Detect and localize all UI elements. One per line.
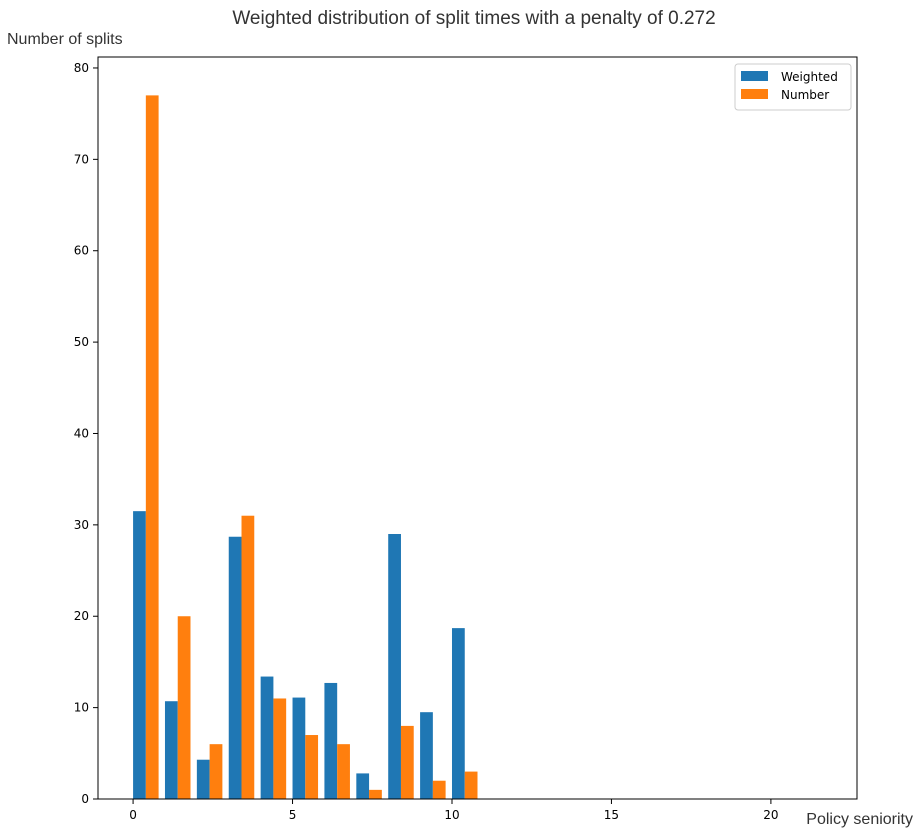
- x-tick-label: 20: [763, 808, 778, 822]
- y-tick-label: 70: [74, 152, 89, 166]
- chart-title: Weighted distribution of split times wit…: [232, 8, 715, 29]
- y-tick-label: 50: [74, 335, 89, 349]
- y-tick-label: 10: [74, 701, 89, 715]
- bar-weighted-1: [164, 701, 178, 799]
- bars-group: [133, 95, 478, 799]
- bar-number-10: [464, 771, 478, 799]
- x-tick-label: 0: [129, 808, 137, 822]
- y-tick-label: 40: [74, 426, 89, 440]
- axes-group: 0 5 10 15 20 0 10 20 30 40 50 60 70 80: [74, 56, 858, 822]
- bar-number-0: [145, 95, 159, 799]
- bar-number-5: [305, 735, 319, 799]
- bar-number-9: [432, 780, 446, 799]
- plot-frame: [97, 56, 858, 800]
- bar-weighted-6: [324, 682, 338, 799]
- legend: Weighted Number: [734, 63, 852, 111]
- y-tick-label: 80: [74, 61, 89, 75]
- y-tick-label: 60: [74, 244, 89, 258]
- bar-weighted-0: [133, 511, 146, 799]
- bar-weighted-7: [356, 773, 370, 799]
- bar-weighted-8: [388, 534, 401, 799]
- y-axis-label: Number of splits: [7, 31, 123, 48]
- bar-number-3: [241, 515, 255, 799]
- bar-number-4: [273, 698, 287, 799]
- bar-weighted-2: [196, 759, 210, 799]
- bar-weighted-5: [292, 697, 306, 799]
- legend-label-weighted: Weighted: [781, 70, 838, 84]
- y-tick-label: 20: [74, 609, 89, 623]
- legend-swatch-number: [741, 89, 768, 99]
- bar-weighted-9: [420, 712, 433, 799]
- bar-number-7: [369, 789, 382, 799]
- bar-number-1: [177, 616, 191, 799]
- bar-weighted-10: [451, 628, 465, 799]
- y-tick-label: 0: [81, 792, 89, 806]
- bar-weighted-3: [228, 536, 242, 799]
- legend-label-number: Number: [781, 88, 829, 102]
- legend-swatch-weighted: [741, 71, 768, 81]
- x-tick-label: 15: [604, 808, 619, 822]
- bar-number-8: [400, 725, 414, 799]
- x-axis-label: Policy seniority: [806, 811, 913, 828]
- y-tick-label: 30: [74, 518, 89, 532]
- x-tick-label: 5: [289, 808, 297, 822]
- bar-number-6: [337, 744, 350, 799]
- bar-weighted-4: [260, 676, 274, 799]
- x-tick-label: 10: [444, 808, 459, 822]
- bar-number-2: [209, 744, 223, 799]
